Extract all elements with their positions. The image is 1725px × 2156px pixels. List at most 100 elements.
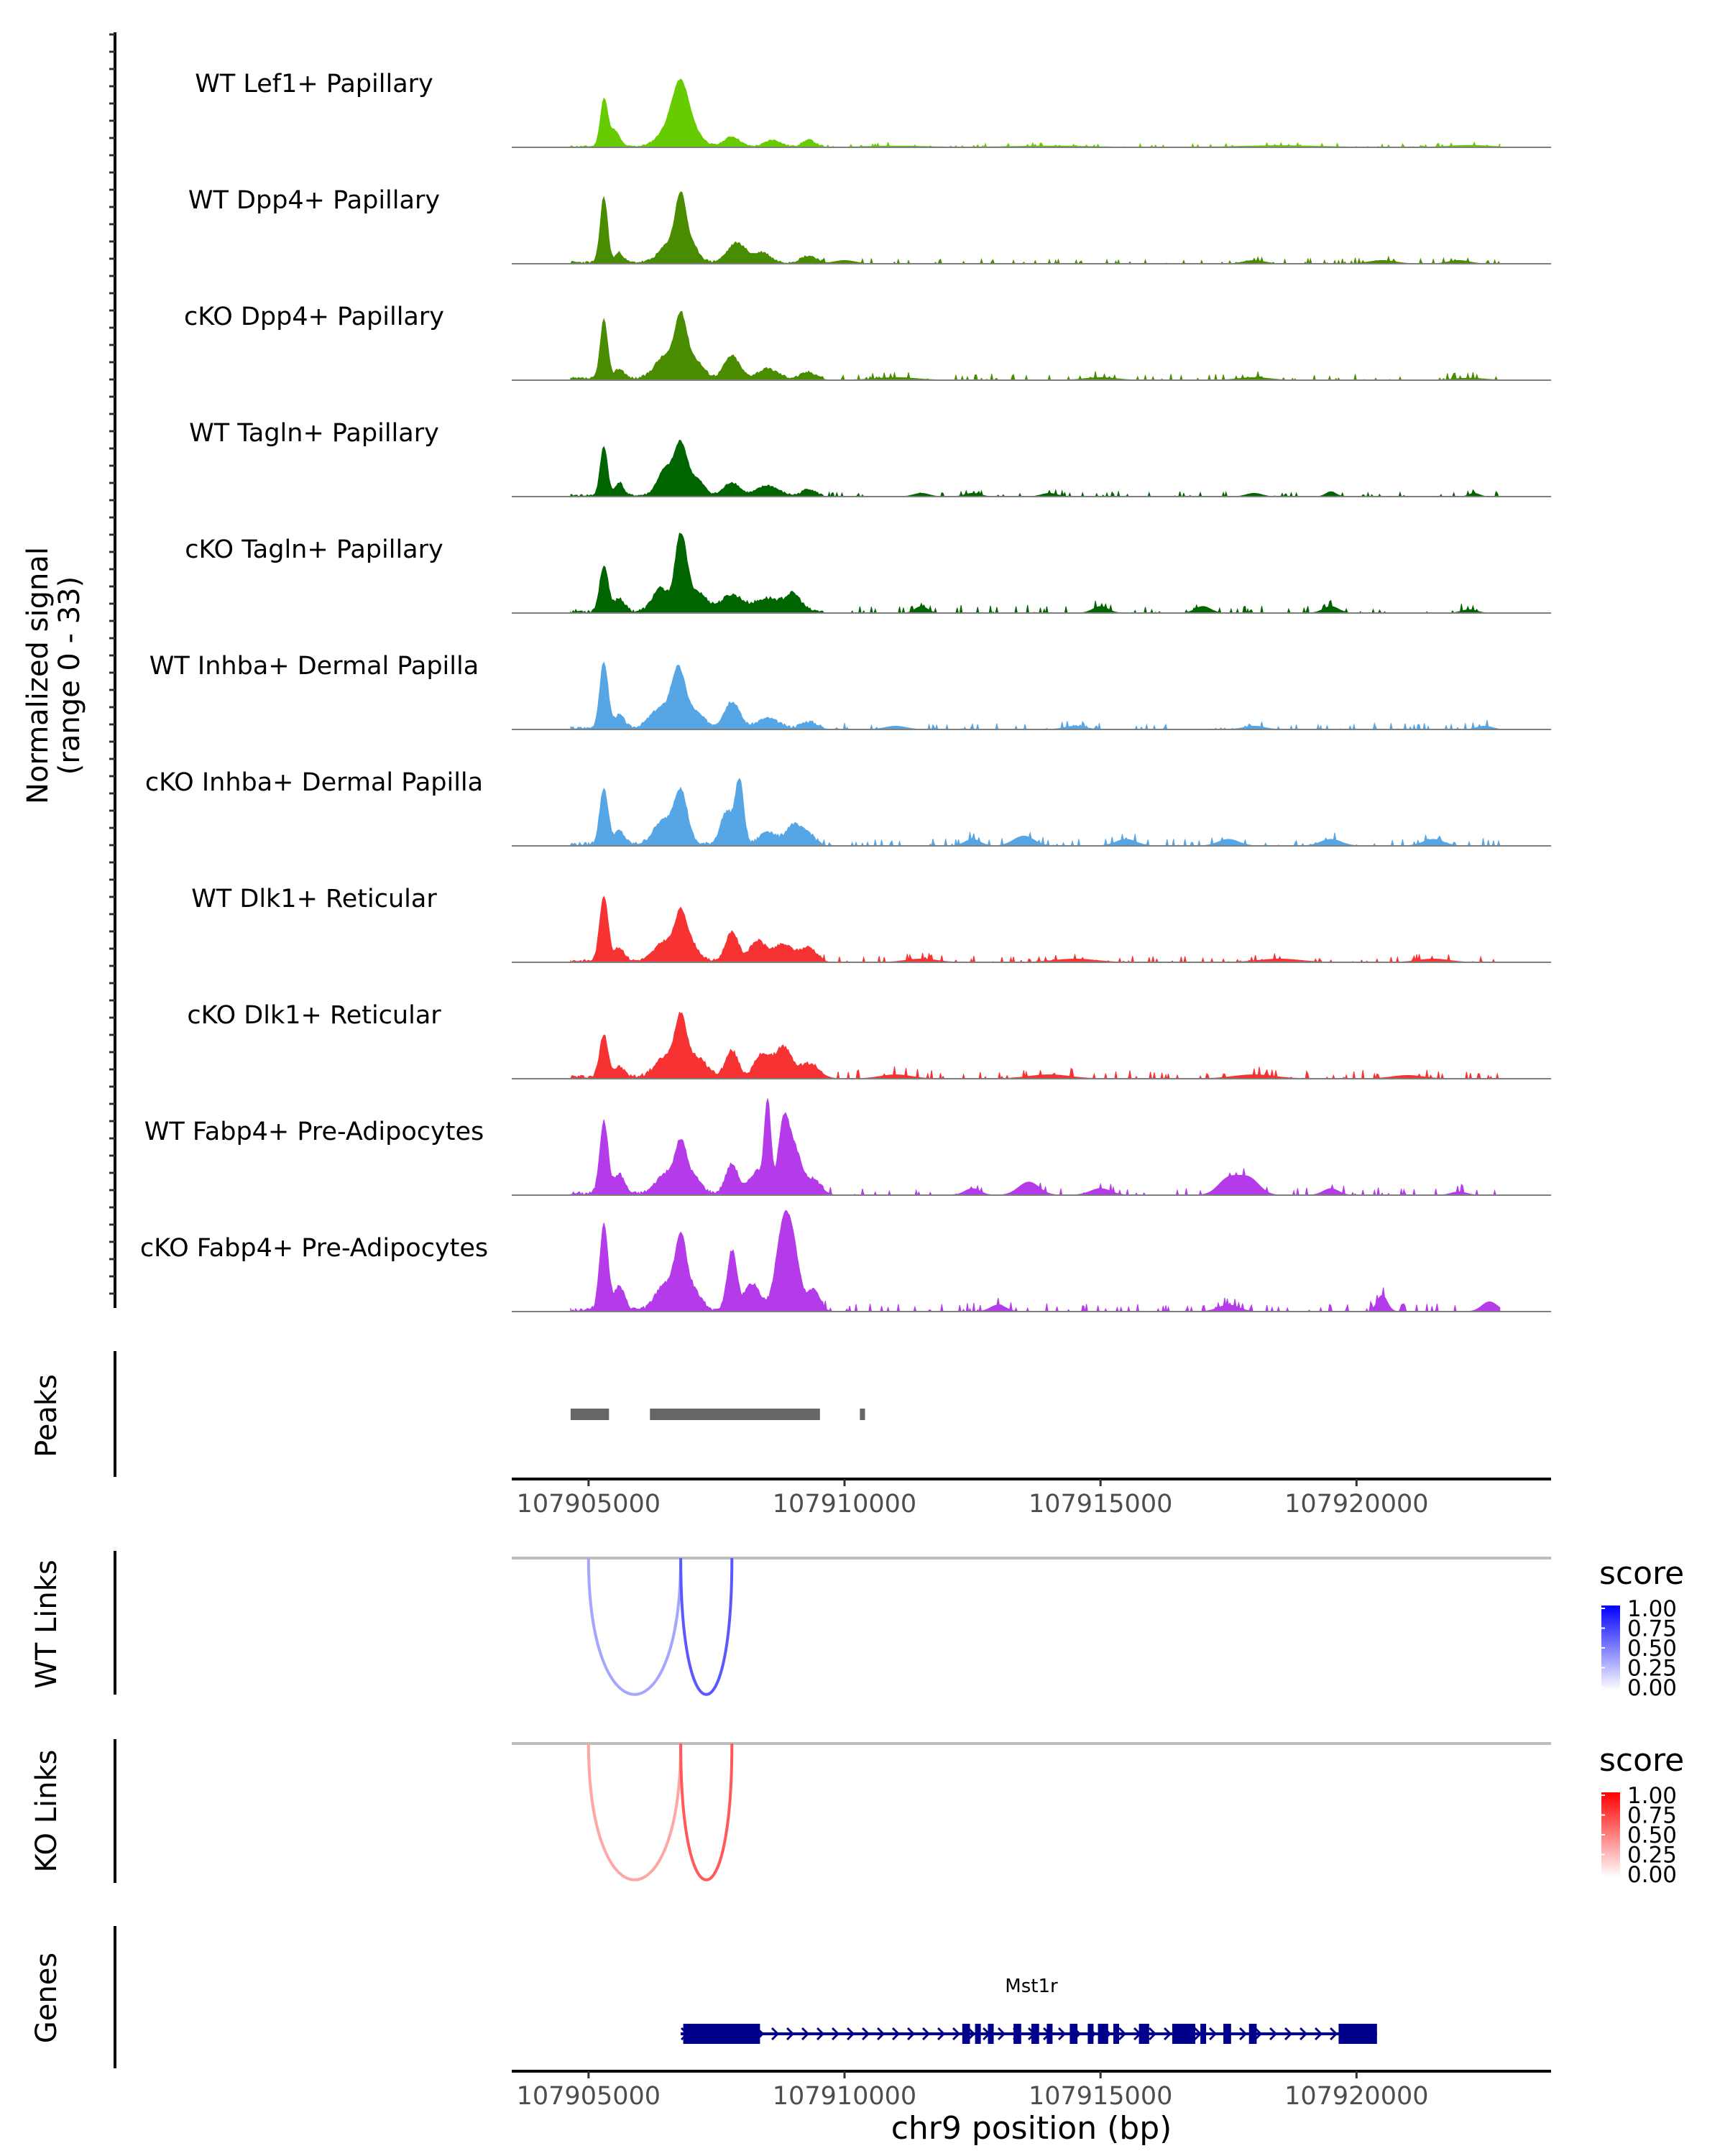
gene-exon	[1013, 2024, 1021, 2044]
strand-arrow	[891, 2027, 901, 2041]
strand-arrow	[1148, 2027, 1157, 2041]
track-3: cKO Dpp4+ Papillary	[184, 303, 1551, 381]
gene-exon	[988, 2024, 994, 2044]
strand-arrow	[1254, 2027, 1263, 2041]
strand-arrow	[937, 2027, 946, 2041]
strand-arrow	[831, 2027, 840, 2041]
track-6: WT Inhba+ Dermal Papilla	[150, 652, 1551, 731]
legend-tick-label: 0.00	[1627, 1862, 1677, 1888]
track-label: WT Fabp4+ Pre-Adipocytes	[144, 1118, 484, 1146]
track-label: WT Tagln+ Papillary	[189, 419, 439, 448]
track-11: cKO Fabp4+ Pre-Adipocytes	[140, 1210, 1551, 1313]
track-4: WT Tagln+ Papillary	[189, 419, 1551, 498]
coverage-ylabel-line1: Normalized signal	[22, 547, 55, 804]
track-10: WT Fabp4+ Pre-Adipocytes	[144, 1098, 1551, 1197]
track-label: WT Dlk1+ Reticular	[191, 885, 437, 913]
strand-arrow	[967, 2027, 976, 2041]
strand-arrow	[1299, 2027, 1308, 2041]
coverage-area	[570, 778, 1501, 847]
legend-tick-label: 0.25	[1627, 1843, 1677, 1869]
gene-exon	[1098, 2024, 1108, 2044]
peaks-label: Peaks	[30, 1374, 63, 1457]
coverage-area	[570, 191, 1501, 265]
coverage-area	[570, 895, 1500, 964]
strand-arrow	[1238, 2027, 1248, 2041]
peak-regions	[570, 1409, 865, 1420]
gene-exon	[962, 2024, 970, 2044]
gene-exon	[975, 2024, 981, 2044]
strand-arrow	[952, 2027, 961, 2041]
x-tick-label: 107920000	[1284, 2082, 1428, 2111]
x-tick-label: 107905000	[517, 2082, 661, 2111]
strand-arrow	[921, 2027, 931, 2041]
strand-arrow	[861, 2027, 870, 2041]
strand-arrow	[1329, 2027, 1338, 2041]
gene-name-label: Mst1r	[1005, 1976, 1058, 1997]
gene-exon	[1087, 2024, 1094, 2044]
legend-tick-label: 1.00	[1627, 1783, 1677, 1809]
peak-region	[570, 1409, 610, 1420]
track-8: WT Dlk1+ Reticular	[191, 885, 1551, 964]
strand-arrow	[770, 2027, 780, 2041]
wt-links-label: WT Links	[30, 1560, 63, 1688]
gene-exon	[1172, 2024, 1195, 2044]
peak-region	[650, 1409, 820, 1420]
strand-arrow	[1193, 2027, 1202, 2041]
legend-tick-label: 0.75	[1627, 1803, 1677, 1829]
gene-exon	[1031, 2024, 1039, 2044]
ko-links-legend: score 1.000.750.500.250.00	[1599, 1742, 1684, 1888]
x-tick-label: 107905000	[517, 1490, 661, 1519]
coverage-area	[570, 1011, 1500, 1080]
strand-arrow	[846, 2027, 855, 2041]
coverage-area	[570, 310, 1501, 381]
x-tick-label: 107920000	[1284, 1490, 1428, 1519]
strand-arrow	[801, 2027, 810, 2041]
gene-exon	[1070, 2024, 1078, 2044]
genes-label: Genes	[30, 1953, 63, 2043]
ko-links-label: KO Links	[30, 1750, 63, 1873]
x-tick-label: 107915000	[1029, 1490, 1172, 1519]
strand-arrow	[876, 2027, 886, 2041]
strand-arrow	[786, 2027, 795, 2041]
strand-arrow	[1314, 2027, 1323, 2041]
track-label: WT Lef1+ Papillary	[195, 70, 433, 98]
strand-arrow	[1118, 2027, 1127, 2041]
gene-exon	[1223, 2024, 1231, 2044]
gene-exon	[1113, 2024, 1119, 2044]
gene-model	[681, 2024, 1377, 2044]
strand-arrow	[1269, 2027, 1278, 2041]
x-tick-label: 107910000	[773, 1490, 916, 1519]
link-arc	[679, 1743, 734, 1881]
strand-arrow	[816, 2027, 825, 2041]
link-arc	[586, 1557, 683, 1696]
peak-region	[860, 1409, 865, 1420]
strand-arrow	[1284, 2027, 1293, 2041]
strand-arrow	[1208, 2027, 1218, 2041]
link-arc	[586, 1743, 683, 1881]
coverage-area	[570, 533, 1500, 614]
legend-tick-label: 1.00	[1627, 1596, 1677, 1622]
track-label: WT Inhba+ Dermal Papilla	[150, 652, 479, 681]
track-label: cKO Fabp4+ Pre-Adipocytes	[140, 1234, 488, 1263]
legend-tick-label: 0.50	[1627, 1823, 1677, 1848]
gene-exon	[1046, 2024, 1053, 2044]
gene-exon	[1338, 2024, 1377, 2044]
track-7: cKO Inhba+ Dermal Papilla	[145, 768, 1551, 847]
legend-tick-label: 0.50	[1627, 1636, 1677, 1662]
coverage-area	[570, 661, 1501, 731]
wt-links	[586, 1557, 734, 1696]
track-label: cKO Dpp4+ Papillary	[184, 303, 444, 331]
strand-arrow	[997, 2027, 1006, 2041]
legend-title: score	[1599, 1742, 1684, 1779]
x-ticks-top: 107905000 107910000 107915000 107920000	[517, 1479, 1429, 1519]
track-label: WT Dpp4+ Papillary	[188, 186, 440, 215]
wt-links-legend: score 1.000.750.500.250.00	[1599, 1555, 1684, 1701]
legend-tick-label: 0.00	[1627, 1675, 1677, 1701]
x-tick-label: 107910000	[773, 2082, 916, 2111]
track-1: WT Lef1+ Papillary	[195, 70, 1551, 148]
coverage-area	[570, 440, 1500, 498]
gene-exon	[1200, 2024, 1207, 2044]
strand-arrow	[906, 2027, 916, 2041]
legend-tick-label: 0.75	[1627, 1616, 1677, 1642]
